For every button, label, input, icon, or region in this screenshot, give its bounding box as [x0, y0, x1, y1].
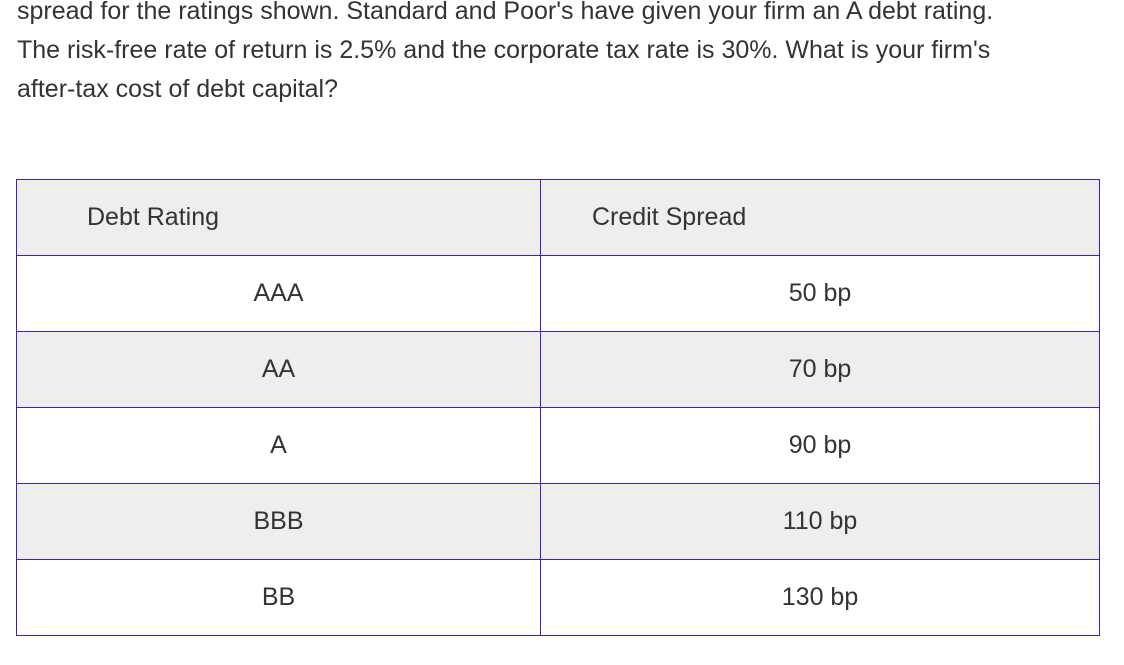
table-row: AA 70 bp	[16, 331, 1100, 408]
rating-cell: BBB	[16, 483, 541, 560]
spread-cell: 130 bp	[540, 559, 1100, 636]
spread-cell: 70 bp	[540, 331, 1100, 408]
question-text: spread for the ratings shown. Standard a…	[17, 0, 1112, 109]
table-row: AAA 50 bp	[16, 255, 1100, 332]
table-row: BB 130 bp	[16, 559, 1100, 636]
header-credit-spread: Credit Spread	[540, 179, 1100, 256]
spread-cell: 110 bp	[540, 483, 1100, 560]
rating-cell: AA	[16, 331, 541, 408]
header-debt-rating: Debt Rating	[16, 179, 541, 256]
question-line: The risk-free rate of return is 2.5% and…	[17, 36, 991, 64]
credit-spread-table: Debt Rating Credit Spread AAA 50 bp AA 7…	[16, 179, 1100, 636]
rating-cell: AAA	[16, 255, 541, 332]
rating-cell: BB	[16, 559, 541, 636]
spread-cell: 90 bp	[540, 407, 1100, 484]
question-line: spread for the ratings shown. Standard a…	[17, 0, 994, 25]
rating-cell: A	[16, 407, 541, 484]
table-row: BBB 110 bp	[16, 483, 1100, 560]
spread-cell: 50 bp	[540, 255, 1100, 332]
table-row: A 90 bp	[16, 407, 1100, 484]
question-line: after-tax cost of debt capital?	[17, 75, 339, 103]
table-header-row: Debt Rating Credit Spread	[16, 179, 1100, 256]
